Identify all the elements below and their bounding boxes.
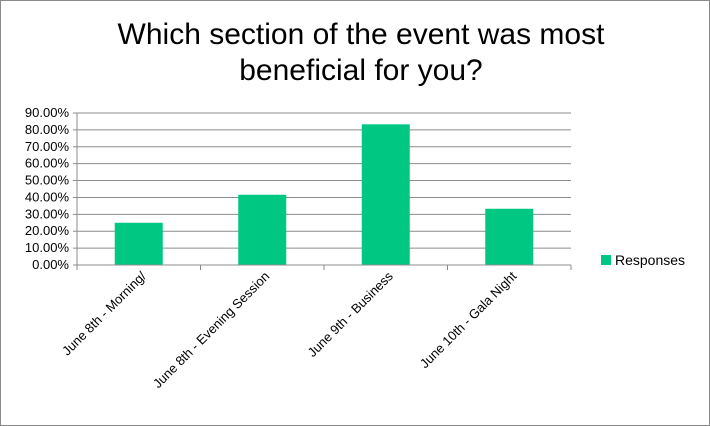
axes xyxy=(76,113,572,270)
x-tick-label: June 8th - Morning/ xyxy=(59,268,149,358)
legend: Responses xyxy=(601,252,685,268)
y-tick-labels: 0.00% 10.00% 20.00% 30.00% 40.00%50.00% 60.00… xyxy=(25,105,70,272)
y-tick-label: 80.00% xyxy=(25,122,70,137)
y-tick-label: 50.00% xyxy=(25,173,70,188)
legend-label: Responses xyxy=(615,252,686,268)
y-tick-label: 70.00% xyxy=(25,139,70,154)
legend-swatch xyxy=(601,255,611,265)
chart-title: Which section of the event was most bene… xyxy=(117,18,605,87)
x-tick-labels: June 8th - Morning/June 8th - Evening Se… xyxy=(59,268,520,391)
x-tick-label: June 10th - Gala Night xyxy=(417,268,520,371)
y-tick-label: 0.00% xyxy=(32,257,69,272)
bars xyxy=(114,124,534,265)
y-tick-label: 60.00% xyxy=(25,156,70,171)
y-tick-label: 20.00% xyxy=(25,223,70,238)
bar xyxy=(238,194,287,265)
y-tick-label: 30.00% xyxy=(25,206,70,221)
y-tick-label: 40.00% xyxy=(25,189,70,204)
bar xyxy=(485,208,534,265)
y-tick-label: 90.00% xyxy=(25,105,70,120)
x-tick-label: June 8th - Evening Session xyxy=(150,269,273,392)
y-tick-label: 10.00% xyxy=(25,240,70,255)
x-tick-label: June 9th - Business xyxy=(305,268,397,360)
bar xyxy=(114,222,163,265)
bar xyxy=(361,124,410,265)
